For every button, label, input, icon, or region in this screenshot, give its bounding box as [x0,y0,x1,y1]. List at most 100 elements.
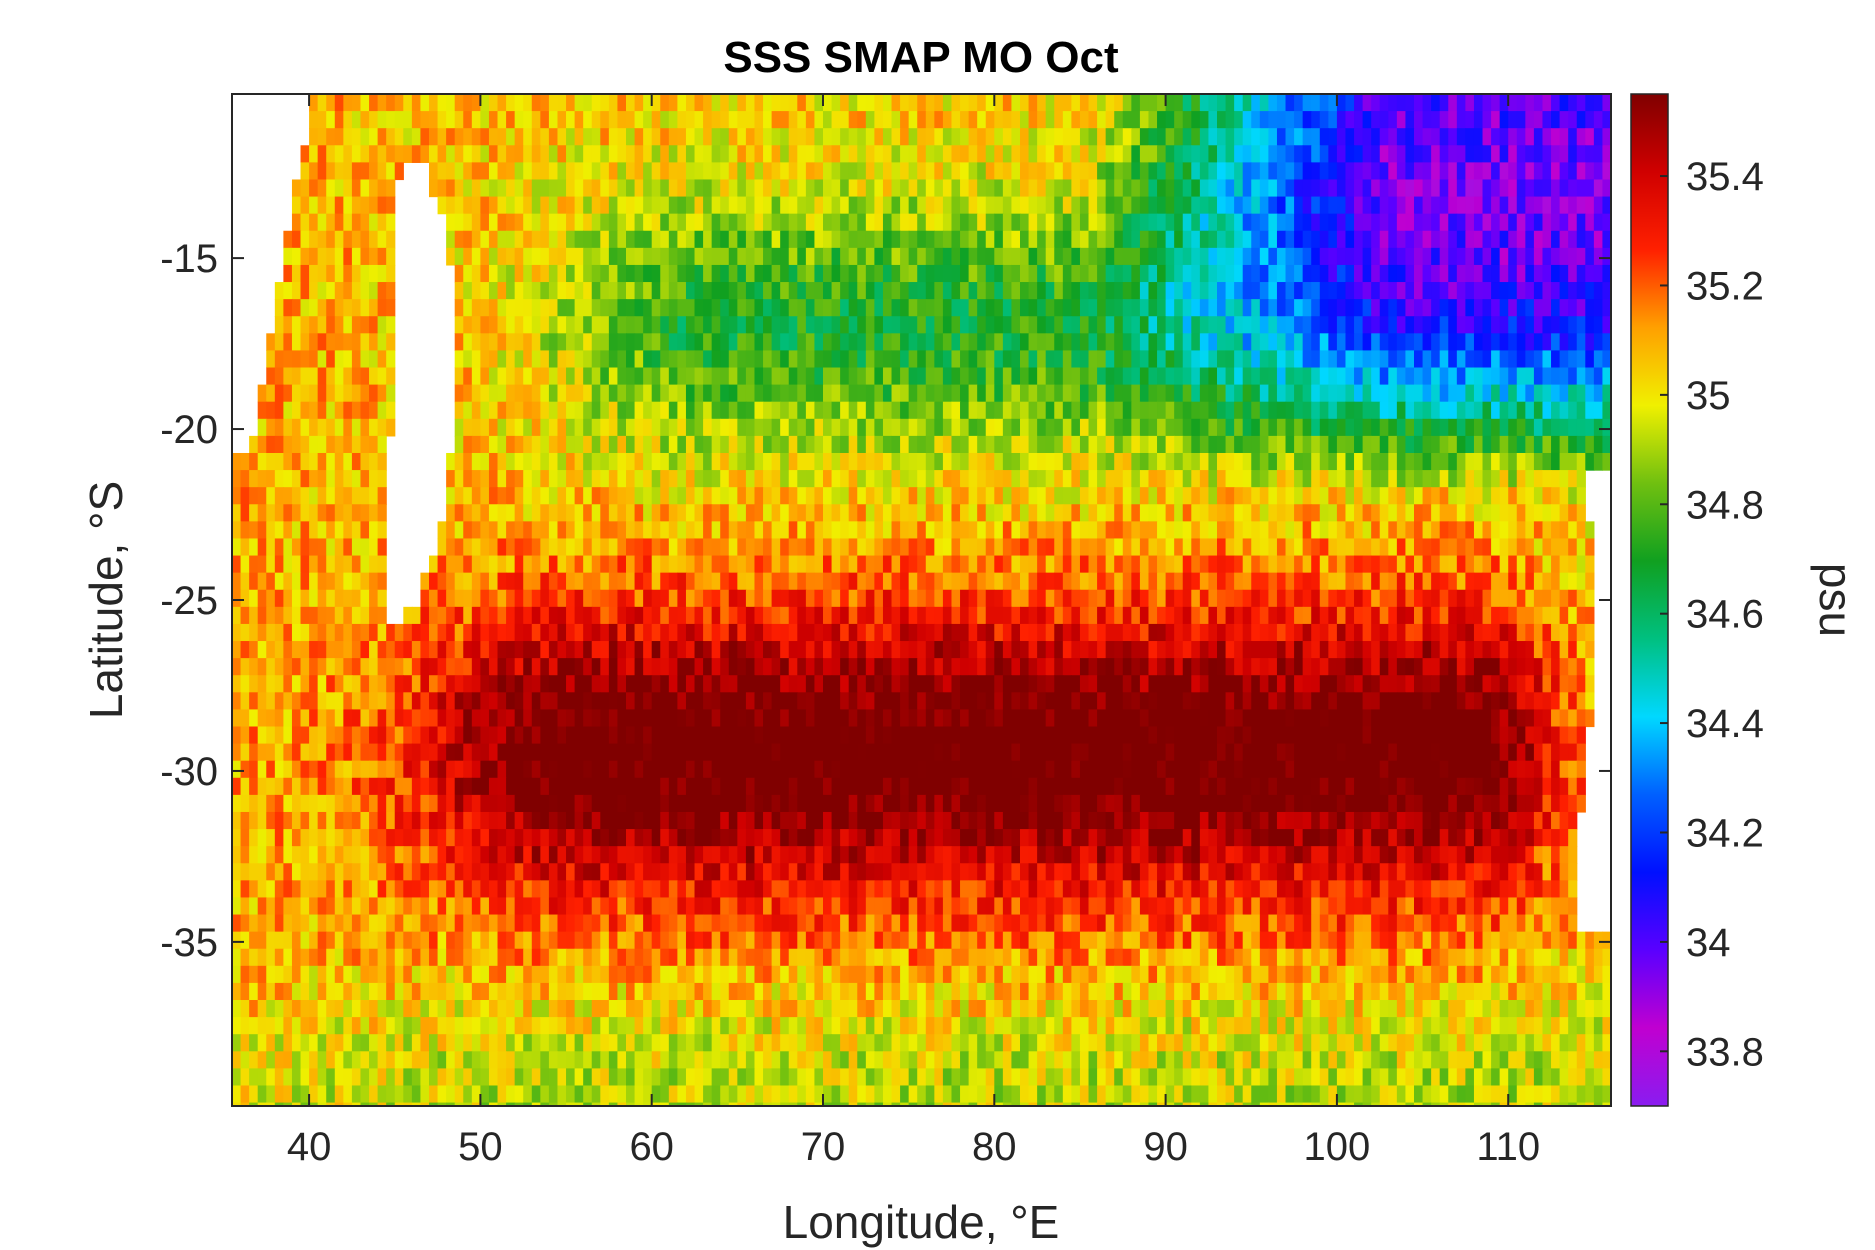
heatmap-cell [805,333,816,352]
heatmap-cell [1002,641,1013,659]
heatmap-cell [728,350,738,369]
heatmap-cell [540,264,550,283]
heatmap-cell [1148,282,1158,300]
heatmap-cell [523,179,533,198]
heatmap-cell [240,623,250,642]
heatmap-cell [1234,247,1244,266]
heatmap-cell [291,196,302,215]
heatmap-cell [1354,128,1364,146]
heatmap-cell [1208,606,1218,625]
heatmap-cell [386,367,396,386]
heatmap-cell [1379,145,1389,163]
heatmap-cell [977,282,987,300]
heatmap-cell [1234,641,1244,659]
heatmap-cell [1568,555,1578,574]
heatmap-cell [574,196,584,215]
heatmap-cell [531,521,541,540]
heatmap-cell [497,589,507,608]
heatmap-cell [343,384,353,403]
heatmap-cell [283,470,293,488]
heatmap-cell [300,179,310,198]
heatmap-cell [1122,487,1132,505]
heatmap-cell [823,247,833,266]
heatmap-cell [386,316,396,334]
heatmap-cell [694,145,704,163]
heatmap-cell [1191,555,1201,574]
heatmap-cell [480,384,490,403]
heatmap-cell [574,538,584,557]
heatmap-cell [1354,418,1364,437]
heatmap-cell [985,470,995,488]
heatmap-cell [805,435,816,454]
heatmap-cell [283,641,293,659]
heatmap-cell [1473,470,1484,488]
heatmap-cell [377,606,387,625]
heatmap-cell [882,111,893,129]
heatmap-cell [1328,264,1338,283]
heatmap-cell [1028,487,1038,505]
heatmap-cell [1431,316,1441,334]
heatmap-cell [1002,282,1013,300]
heatmap-cell [1388,538,1398,557]
heatmap-cell [1276,589,1287,608]
heatmap-cell [1182,128,1192,146]
heatmap-cell [1414,213,1424,232]
heatmap-cell [1020,162,1030,181]
heatmap-cell [617,316,627,334]
heatmap-cell [1602,282,1611,300]
heatmap-cell [1431,641,1441,659]
heatmap-cell [429,641,439,659]
heatmap-cell [788,230,798,249]
heatmap-cell [1525,179,1535,198]
heatmap-cell [651,384,661,403]
heatmap-cell [1482,179,1492,198]
heatmap-cell [1456,504,1466,522]
heatmap-cell [1276,264,1287,283]
heatmap-cell [1028,213,1038,232]
heatmap-cell [1285,111,1295,129]
heatmap-cell [1079,470,1090,488]
heatmap-cell [1345,572,1355,591]
heatmap-cell [840,196,850,215]
heatmap-cell [1456,247,1466,266]
heatmap-cell [805,111,816,129]
heatmap-cell [814,384,824,403]
heatmap-cell [557,282,567,300]
heatmap-cell [994,299,1004,317]
heatmap-cell [1114,350,1124,369]
heatmap-cell [1054,487,1064,505]
heatmap-cell [1336,487,1347,505]
heatmap-cell [994,316,1004,334]
heatmap-cell [1002,452,1013,471]
heatmap-cell [848,179,858,198]
heatmap-cell [1097,606,1107,625]
heatmap-cell [369,111,379,129]
heatmap-cell [300,162,310,181]
heatmap-cell [1045,470,1055,488]
heatmap-cell [1285,418,1295,437]
heatmap-cell [754,350,764,369]
heatmap-cell [1011,452,1021,471]
heatmap-cell [1491,333,1501,352]
heatmap-cell [454,572,464,591]
heatmap-cell [437,555,447,574]
heatmap-cell [1345,282,1355,300]
heatmap-cell [540,299,550,317]
heatmap-cell [1405,641,1415,659]
heatmap-cell [857,299,867,317]
heatmap-cell [925,111,935,129]
heatmap-cell [523,435,533,454]
heatmap-cell [557,435,567,454]
heatmap-cell [463,316,473,334]
heatmap-cell [463,623,473,642]
heatmap-cell [1285,213,1295,232]
heatmap-cell [1199,521,1210,540]
heatmap-cell [1448,111,1458,129]
heatmap-cell [891,247,901,266]
heatmap-cell [531,230,541,249]
heatmap-cell [994,470,1004,488]
heatmap-cell [343,264,353,283]
heatmap-cell [1165,282,1175,300]
heatmap-cell [1414,572,1424,591]
heatmap-cell [1165,623,1175,642]
